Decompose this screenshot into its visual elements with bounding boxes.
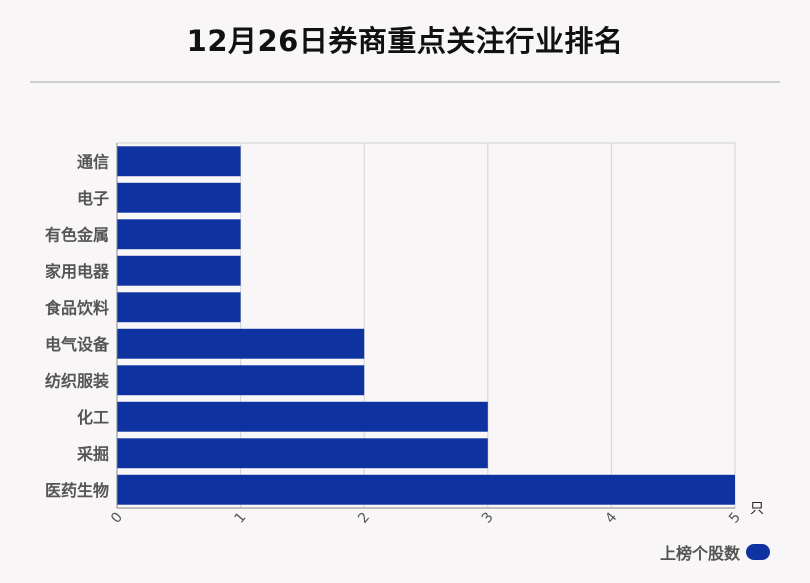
y-category-label: 医药生物 xyxy=(45,481,109,500)
y-category-label: 有色金属 xyxy=(45,225,109,244)
bar xyxy=(117,474,735,505)
bar xyxy=(117,219,241,250)
bar xyxy=(117,365,365,396)
legend: 上榜个股数 xyxy=(660,540,770,564)
bar xyxy=(117,146,241,177)
bar xyxy=(117,438,488,469)
x-tick-label: 3 xyxy=(479,509,497,526)
bar xyxy=(117,182,241,213)
legend-label: 上榜个股数 xyxy=(659,544,740,563)
y-category-label: 纺织服装 xyxy=(45,371,109,390)
y-category-label: 化工 xyxy=(77,408,109,427)
bar xyxy=(117,292,241,323)
bar xyxy=(117,401,488,432)
x-tick-label: 2 xyxy=(355,509,373,526)
x-tick-label: 0 xyxy=(108,509,126,526)
y-category-label: 食品饮料 xyxy=(44,298,109,317)
y-category-label: 电子 xyxy=(77,189,109,208)
bar xyxy=(117,255,241,286)
y-category-label: 电气设备 xyxy=(45,335,110,354)
chart-title: 12月26日券商重点关注行业排名 xyxy=(186,24,624,58)
legend-swatch xyxy=(746,544,770,560)
y-category-label: 采掘 xyxy=(76,444,109,463)
title-divider xyxy=(30,81,780,83)
x-tick-label: 1 xyxy=(232,509,250,526)
x-tick-label: 4 xyxy=(602,509,620,526)
y-category-label: 通信 xyxy=(77,152,109,171)
y-category-label: 家用电器 xyxy=(45,262,110,281)
x-tick-label: 5 xyxy=(726,509,744,526)
x-axis-unit: 只 xyxy=(750,501,764,517)
bar xyxy=(117,328,365,359)
